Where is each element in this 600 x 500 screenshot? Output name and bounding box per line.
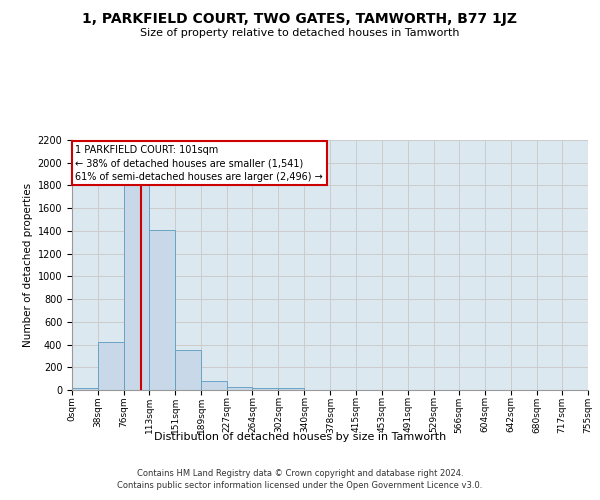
Text: 1, PARKFIELD COURT, TWO GATES, TAMWORTH, B77 1JZ: 1, PARKFIELD COURT, TWO GATES, TAMWORTH,… xyxy=(83,12,517,26)
Text: Contains public sector information licensed under the Open Government Licence v3: Contains public sector information licen… xyxy=(118,481,482,490)
Bar xyxy=(278,388,304,390)
Bar xyxy=(72,388,98,390)
Bar xyxy=(175,350,201,390)
Bar xyxy=(201,381,227,390)
Text: 1 PARKFIELD COURT: 101sqm
← 38% of detached houses are smaller (1,541)
61% of se: 1 PARKFIELD COURT: 101sqm ← 38% of detac… xyxy=(76,145,323,182)
Bar xyxy=(149,230,175,390)
Text: Distribution of detached houses by size in Tamworth: Distribution of detached houses by size … xyxy=(154,432,446,442)
Bar xyxy=(98,342,124,390)
Bar xyxy=(227,386,253,390)
Text: Size of property relative to detached houses in Tamworth: Size of property relative to detached ho… xyxy=(140,28,460,38)
Y-axis label: Number of detached properties: Number of detached properties xyxy=(23,183,34,347)
Bar xyxy=(253,388,278,390)
Text: Contains HM Land Registry data © Crown copyright and database right 2024.: Contains HM Land Registry data © Crown c… xyxy=(137,469,463,478)
Bar xyxy=(124,184,149,390)
